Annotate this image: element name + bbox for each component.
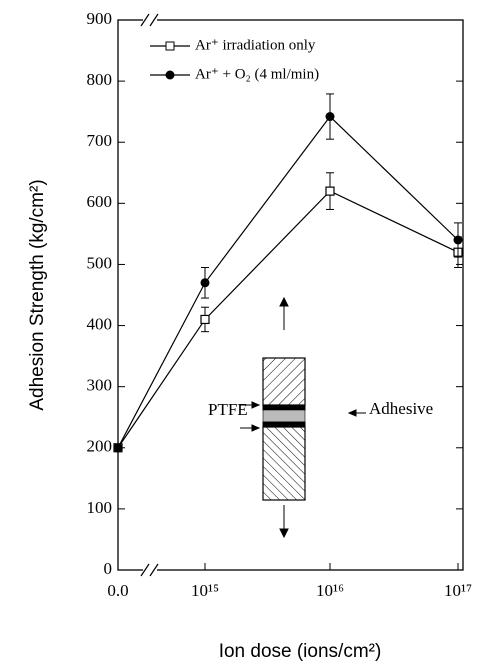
y-tick-label: 900: [87, 9, 113, 28]
inset-diagram: [240, 296, 366, 539]
series-line: [117, 190, 459, 449]
axis-break: [140, 13, 159, 577]
x-tick-label: 10¹⁶: [316, 581, 344, 600]
annotation: Adhesive: [369, 399, 433, 418]
y-tick-label: 100: [87, 498, 113, 517]
legend-marker: [165, 70, 175, 80]
y-tick-label: 600: [87, 192, 113, 211]
y-tick-label: 300: [87, 376, 113, 395]
legend-marker: [165, 41, 175, 51]
y-tick-label: 700: [87, 131, 113, 150]
x-tick-label: 10¹⁵: [191, 581, 219, 600]
annotation: PTFE: [208, 400, 248, 419]
y-tick-label: 200: [87, 437, 113, 456]
marker: [325, 112, 335, 122]
plot-frame: [117, 19, 464, 571]
x-axis-label: Ion dose (ions/cm²): [219, 641, 382, 662]
marker: [113, 443, 123, 453]
y-tick-label: 500: [87, 253, 113, 272]
marker: [325, 186, 335, 196]
x-tick-label: 10¹⁷: [444, 581, 472, 600]
x-tick-label: 0.0: [107, 581, 128, 600]
series-line: [117, 115, 459, 449]
marker: [200, 278, 210, 288]
y-tick-label: 800: [87, 70, 113, 89]
y-axis-label: Adhesion Strength (kg/cm²): [27, 179, 48, 410]
marker: [453, 235, 463, 245]
y-tick-label: 400: [87, 314, 113, 333]
legend-label: Ar⁺ + O₂ (4 ml/min): [195, 66, 319, 82]
marker: [200, 314, 210, 325]
y-tick-label: 0: [104, 559, 113, 578]
legend-label: Ar⁺ irradiation only: [195, 37, 316, 53]
